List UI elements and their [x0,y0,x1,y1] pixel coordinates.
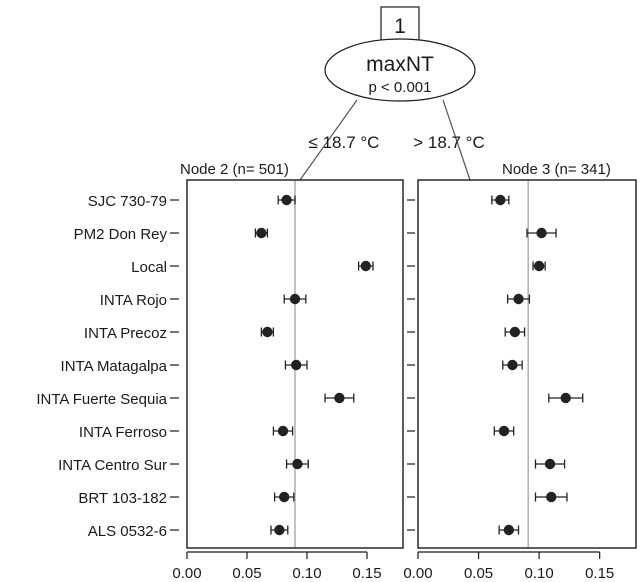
data-point [509,326,521,338]
x-tick-label: 0.15 [352,565,381,582]
category-label: INTA Centro Sur [58,457,167,474]
x-tick-label: 0.00 [172,565,201,582]
data-point [533,260,545,272]
node-id-box [380,6,420,41]
category-label: ALS 0532-6 [88,523,167,540]
category-label: Local [131,259,167,276]
x-tick-label: 0.10 [525,565,554,582]
edge-left-label: ≤ 18.7 °C [309,133,380,152]
panel-3: Node 3 (n= 341) 0.00 0.05 0.10 0.15 [403,161,637,582]
x-tick-label: 0.05 [232,565,261,582]
data-point [513,293,524,305]
category-label: INTA Matagalpa [61,358,168,375]
data-point [334,392,345,404]
category-label: INTA Rojo [100,292,167,309]
node-id-label: 1 [394,15,406,38]
data-point [498,425,510,437]
x-tick-label: 0.05 [464,565,493,582]
category-label: INTA Ferroso [79,424,167,441]
data-point [503,524,515,536]
data-point [560,392,571,404]
data-point [495,194,506,206]
data-point [279,491,290,503]
category-label: INTA Fuerte Sequia [36,391,167,408]
split-variable-label: maxNT [366,53,434,76]
data-point [546,491,557,503]
x-tick-label: 0.15 [585,565,614,582]
category-label: SJC 730-79 [88,193,167,210]
edge-right-line [442,99,471,181]
data-point [277,425,289,437]
category-label: INTA Precoz [84,325,167,342]
data-point [360,260,371,272]
data-point [292,458,303,470]
plot-layer: SJC 730-79 PM2 Don Rey Local INTA Rojo INTA … [36,161,637,582]
panel-frame [417,179,637,549]
data-point [289,293,301,305]
panel-2: Node 2 (n= 501) 0.00 0.05 0.10 0.15 [172,161,404,582]
x-tick-label: 0.10 [292,565,321,582]
edge-left-line [299,99,358,181]
data-point [262,326,273,338]
x-tick-label: 0.00 [403,565,432,582]
data-point [274,524,285,536]
panel-frame [186,179,404,549]
data-point [256,227,267,239]
panel-title: Node 2 (n= 501) [180,161,289,178]
category-label: BRT 103-182 [78,490,167,507]
data-point [291,359,302,371]
data-point [281,194,292,206]
p-value-label: p < 0.001 [369,79,432,96]
split-node-ellipse [324,38,476,102]
data-point [507,359,518,371]
category-label: PM2 Don Rey [74,226,168,243]
data-point [544,458,556,470]
data-point [536,227,547,239]
panel-title: Node 3 (n= 341) [502,161,611,178]
edge-right-label: > 18.7 °C [413,133,485,152]
tree-root-node: 1 maxNT p < 0.001 [324,6,476,102]
